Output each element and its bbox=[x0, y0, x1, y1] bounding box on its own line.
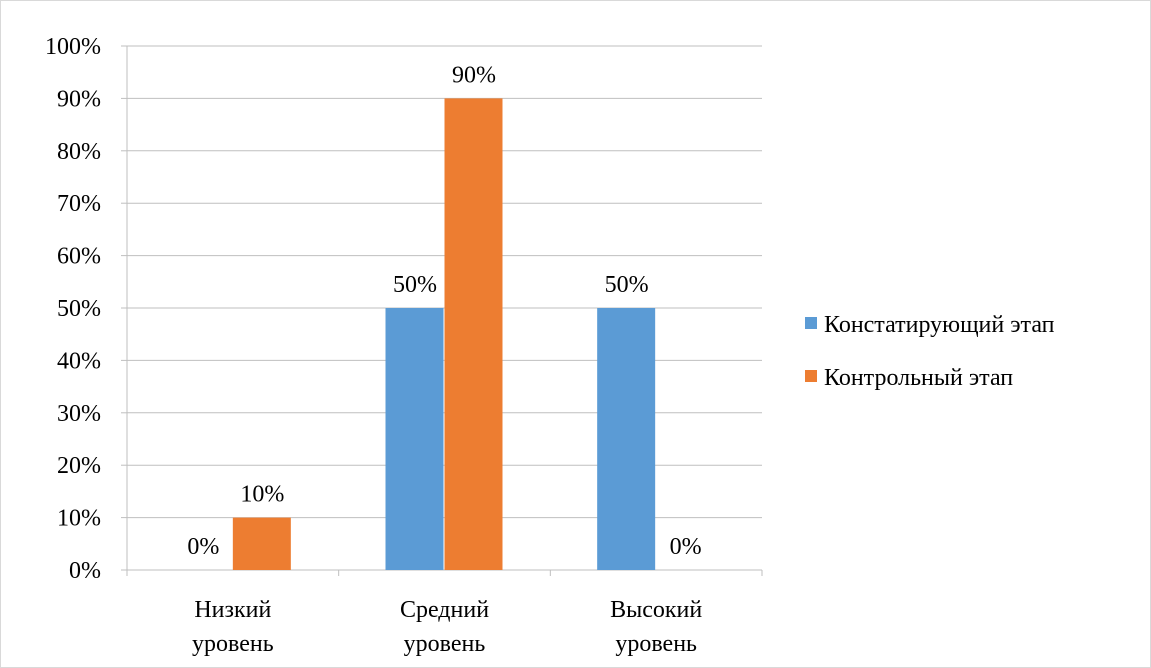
y-tick-label: 70% bbox=[57, 191, 101, 217]
y-tick-label: 100% bbox=[45, 34, 101, 60]
x-category-label-line: уровень bbox=[192, 631, 274, 657]
y-tick-label: 60% bbox=[57, 244, 101, 270]
x-category-label-line: уровень bbox=[615, 631, 697, 657]
bar bbox=[232, 517, 291, 570]
y-tick-label: 90% bbox=[57, 86, 101, 112]
y-tick-label: 50% bbox=[57, 296, 101, 322]
y-tick-label: 20% bbox=[57, 453, 101, 479]
x-category-label: Высокий уровень bbox=[610, 597, 702, 657]
legend-label: Констатирующий этап bbox=[824, 312, 1055, 338]
x-category-label-line: Низкий bbox=[194, 597, 271, 623]
x-category-label: Низкий уровень bbox=[192, 597, 274, 657]
y-tick-label: 80% bbox=[57, 139, 101, 165]
x-category-label-line: уровень bbox=[404, 631, 486, 657]
legend-swatch bbox=[805, 370, 817, 382]
x-category-label-line: Высокий bbox=[610, 597, 702, 623]
y-tick-label: 0% bbox=[69, 558, 101, 584]
bar bbox=[597, 308, 656, 570]
data-label: 0% bbox=[670, 534, 702, 560]
x-category-label: Средний уровень bbox=[400, 597, 489, 657]
data-label: 50% bbox=[605, 272, 649, 298]
data-label: 90% bbox=[452, 62, 496, 88]
legend-label: Контрольный этап bbox=[824, 365, 1013, 391]
data-label: 50% bbox=[393, 272, 437, 298]
y-tick-label: 30% bbox=[57, 401, 101, 427]
bar bbox=[385, 308, 444, 570]
data-label: 10% bbox=[240, 482, 284, 508]
bar bbox=[444, 98, 503, 571]
legend-swatch bbox=[805, 317, 817, 329]
y-tick-label: 40% bbox=[57, 348, 101, 374]
y-tick-label: 10% bbox=[57, 506, 101, 532]
x-category-label-line: Средний bbox=[400, 597, 489, 623]
data-label: 0% bbox=[187, 534, 219, 560]
